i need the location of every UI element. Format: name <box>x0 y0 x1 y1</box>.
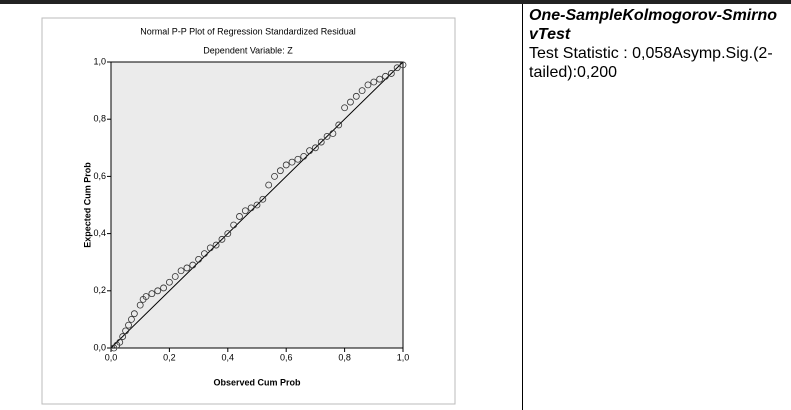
x-tick-label: 0,8 <box>338 352 351 362</box>
point <box>128 315 135 323</box>
point <box>370 78 378 86</box>
point <box>142 293 150 300</box>
point <box>317 138 325 146</box>
point <box>125 321 132 329</box>
x-tick-label: 1,0 <box>397 352 410 362</box>
point <box>136 301 144 309</box>
point <box>241 207 249 215</box>
test-body: Test Statistic : 0,058Asymp.Sig.(2-taile… <box>529 45 773 81</box>
point <box>311 144 319 152</box>
point <box>265 181 273 189</box>
point <box>300 152 308 160</box>
point <box>212 241 220 249</box>
y-tick-label: 0,0 <box>93 342 106 352</box>
point <box>306 147 313 155</box>
point <box>399 61 407 69</box>
y-tick-label: 0,6 <box>93 171 106 181</box>
point <box>130 310 138 318</box>
point <box>259 195 267 203</box>
point <box>165 278 173 286</box>
point <box>358 87 366 94</box>
point <box>335 121 343 129</box>
point <box>116 338 124 346</box>
y-tick-label: 1,0 <box>93 56 106 66</box>
point <box>376 75 384 83</box>
point <box>352 92 360 100</box>
point <box>347 98 354 106</box>
point <box>201 250 208 258</box>
point <box>154 287 162 295</box>
point <box>119 333 127 340</box>
point <box>218 235 226 243</box>
x-tick-label: 0,2 <box>163 352 176 362</box>
point <box>294 155 302 163</box>
point <box>183 264 191 272</box>
chart-subtitle: Dependent Variable: Z <box>203 45 293 55</box>
point <box>177 267 185 275</box>
point <box>122 327 129 335</box>
y-axis-label: Expected Cum Prob <box>82 162 92 248</box>
point <box>236 213 243 220</box>
x-tick-label: 0,4 <box>222 352 235 362</box>
x-tick-label: 0,0 <box>105 352 118 362</box>
point <box>189 261 197 269</box>
chart: Normal P-P Plot of Regression Standardiz… <box>41 17 456 405</box>
y-tick-label: 0,2 <box>93 285 106 295</box>
point <box>341 104 349 112</box>
point <box>329 130 337 137</box>
x-tick-label: 0,6 <box>280 352 293 362</box>
point <box>323 132 331 140</box>
point <box>148 290 156 298</box>
point <box>253 201 261 209</box>
point <box>364 81 372 89</box>
point <box>171 273 179 280</box>
y-tick-label: 0,4 <box>93 228 106 238</box>
test-heading: One-SampleKolmogorov-SmirnovTest <box>529 7 778 43</box>
point <box>282 161 290 169</box>
point <box>230 221 238 229</box>
top-rule <box>0 0 791 4</box>
point <box>195 255 203 263</box>
point <box>206 244 214 252</box>
point <box>393 64 401 72</box>
point <box>247 204 255 212</box>
point <box>387 70 395 77</box>
point <box>276 167 284 175</box>
point <box>224 230 232 238</box>
test-result: One-SampleKolmogorov-SmirnovTest Test St… <box>529 6 784 82</box>
point <box>288 158 296 166</box>
point <box>271 172 278 180</box>
point <box>382 72 389 80</box>
chart-title: Normal P-P Plot of Regression Standardiz… <box>140 26 355 36</box>
cell-divider <box>522 4 523 410</box>
y-tick-label: 0,8 <box>93 114 106 124</box>
reference-line <box>110 61 404 349</box>
x-axis-label: Observed Cum Prob <box>213 377 301 387</box>
point <box>160 284 167 292</box>
